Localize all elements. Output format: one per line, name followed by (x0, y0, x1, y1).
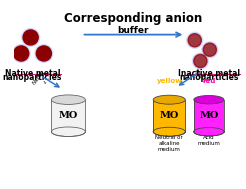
Ellipse shape (153, 95, 185, 104)
Circle shape (36, 46, 51, 61)
Circle shape (14, 46, 29, 61)
Text: NaBH: NaBH (194, 69, 207, 84)
Circle shape (187, 32, 203, 48)
Polygon shape (153, 100, 185, 132)
Text: MO: MO (199, 111, 218, 120)
Circle shape (194, 54, 207, 68)
Circle shape (203, 43, 216, 56)
Text: nanoparticles: nanoparticles (179, 73, 239, 82)
Text: Corresponding anion: Corresponding anion (64, 12, 202, 25)
Ellipse shape (194, 128, 224, 136)
Text: Inactive metal: Inactive metal (178, 69, 240, 77)
Text: yellow: yellow (156, 78, 182, 84)
Text: Neutral or
alkaline
medium: Neutral or alkaline medium (155, 135, 183, 152)
Circle shape (35, 45, 53, 62)
Circle shape (192, 53, 208, 69)
Text: NaBH: NaBH (31, 70, 45, 86)
Circle shape (188, 34, 201, 47)
Text: MO: MO (160, 111, 179, 120)
Circle shape (202, 42, 218, 58)
Text: 4: 4 (205, 78, 209, 82)
Polygon shape (51, 100, 85, 132)
Text: MO: MO (59, 111, 78, 120)
Circle shape (22, 29, 40, 46)
Ellipse shape (153, 127, 185, 136)
Ellipse shape (194, 95, 224, 104)
Polygon shape (194, 100, 224, 132)
Ellipse shape (51, 95, 85, 105)
Circle shape (23, 30, 38, 45)
Text: nanoparticles: nanoparticles (3, 73, 62, 82)
Ellipse shape (51, 127, 85, 136)
Text: 4: 4 (43, 81, 48, 85)
Text: buffer: buffer (118, 26, 149, 35)
Text: Acid
medium: Acid medium (198, 135, 220, 146)
Text: Native metal: Native metal (5, 69, 60, 77)
Circle shape (12, 45, 30, 62)
Text: red: red (202, 78, 215, 84)
